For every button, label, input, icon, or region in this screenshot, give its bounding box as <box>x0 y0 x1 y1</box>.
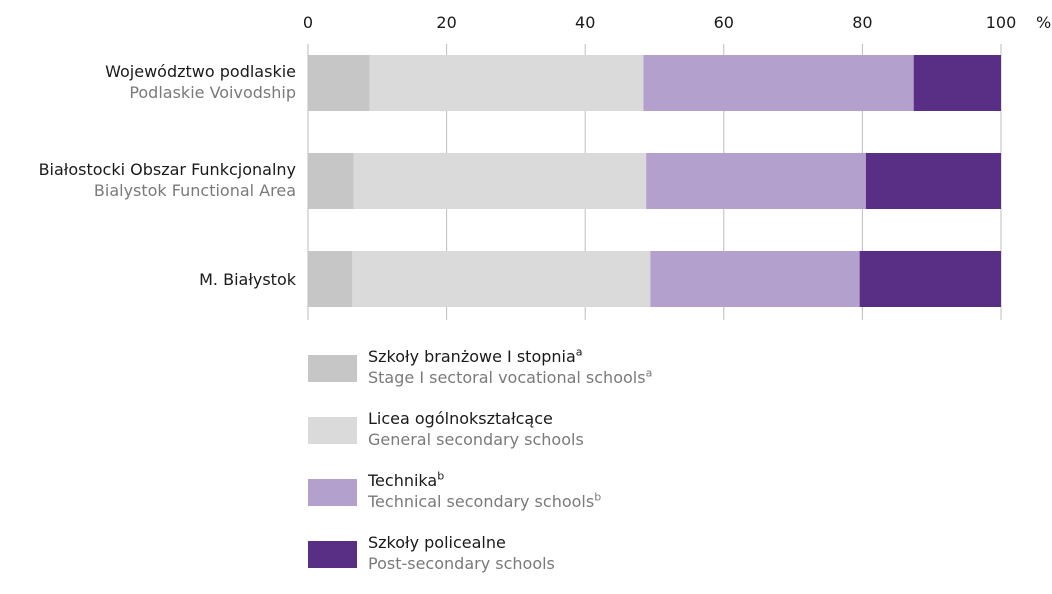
bar-segment <box>646 153 866 209</box>
x-axis-unit: % <box>1036 13 1051 32</box>
bar-segment <box>913 55 1001 111</box>
legend-sublabel-text: Stage I sectoral vocational schools <box>368 368 646 387</box>
legend-swatch <box>308 541 357 568</box>
legend-sublabel-text: Post-secondary schools <box>368 554 555 573</box>
category-sublabel: Podlaskie Voivodship <box>129 83 296 102</box>
bar-segment <box>650 251 860 307</box>
legend-footnote-mark: b <box>437 469 445 483</box>
legend-sublabel: Stage I sectoral vocational schoolsa <box>368 367 652 388</box>
legend: Szkoły branżowe I stopniaa Stage I sector… <box>308 346 908 594</box>
bar-segment <box>308 153 354 209</box>
category-labels: Województwo podlaskie Podlaskie Voivodshi… <box>39 62 297 289</box>
legend-label: Licea ogólnokształcące <box>368 408 584 429</box>
legend-swatch <box>308 417 357 444</box>
x-axis-ticks: 0 20 40 60 80 100 <box>303 13 1016 32</box>
bars <box>308 55 1001 307</box>
legend-sublabel-text: Technical secondary schools <box>368 492 595 511</box>
x-tick-label: 100 <box>986 13 1017 32</box>
stacked-bar-chart: 0 20 40 60 80 100 % Województwo podlaskie Podl… <box>39 13 1051 320</box>
legend-label-text: Technika <box>368 471 438 490</box>
bar-segment <box>308 55 370 111</box>
x-tick-label: 80 <box>852 13 872 32</box>
x-tick-label: 20 <box>436 13 456 32</box>
bar-segment <box>859 251 1001 307</box>
x-tick-label: 0 <box>303 13 313 32</box>
legend-footnote-mark: a <box>575 345 583 359</box>
legend-label-text: Licea ogólnokształcące <box>368 409 553 428</box>
category-sublabel: Bialystok Functional Area <box>94 181 296 200</box>
legend-sublabel-text: General secondary schools <box>368 430 584 449</box>
legend-sublabel: General secondary schools <box>368 429 584 450</box>
legend-footnote-mark: b <box>594 490 602 504</box>
bar-segment <box>353 153 647 209</box>
bar-segment <box>643 55 914 111</box>
legend-label-text: Szkoły policealne <box>368 533 506 552</box>
category-label: Białostocki Obszar Funkcjonalny <box>39 160 296 179</box>
legend-item: Licea ogólnokształcące General secondary … <box>308 408 908 470</box>
legend-item: Technikab Technical secondary schoolsb <box>308 470 908 532</box>
legend-swatch <box>308 355 357 382</box>
legend-label: Szkoły policealne <box>368 532 555 553</box>
bar-segment <box>308 251 353 307</box>
legend-item: Szkoły policealne Post-secondary schools <box>308 532 908 594</box>
bar-segment <box>369 55 644 111</box>
bar-segment <box>352 251 651 307</box>
legend-label: Technikab <box>368 470 601 491</box>
legend-footnote-mark: a <box>645 366 653 380</box>
legend-text: Licea ogólnokształcące General secondary … <box>368 408 584 450</box>
legend-sublabel: Post-secondary schools <box>368 553 555 574</box>
bar-segment <box>865 153 1001 209</box>
legend-text: Szkoły branżowe I stopniaa Stage I sector… <box>368 346 652 388</box>
legend-label: Szkoły branżowe I stopniaa <box>368 346 652 367</box>
legend-sublabel: Technical secondary schoolsb <box>368 491 601 512</box>
legend-swatch <box>308 479 357 506</box>
legend-label-text: Szkoły branżowe I stopnia <box>368 347 576 366</box>
x-tick-label: 40 <box>575 13 595 32</box>
legend-text: Technikab Technical secondary schoolsb <box>368 470 601 512</box>
category-label: Województwo podlaskie <box>105 62 296 81</box>
category-label: M. Białystok <box>199 270 297 289</box>
legend-text: Szkoły policealne Post-secondary schools <box>368 532 555 574</box>
x-tick-label: 60 <box>714 13 734 32</box>
legend-item: Szkoły branżowe I stopniaa Stage I sector… <box>308 346 908 408</box>
